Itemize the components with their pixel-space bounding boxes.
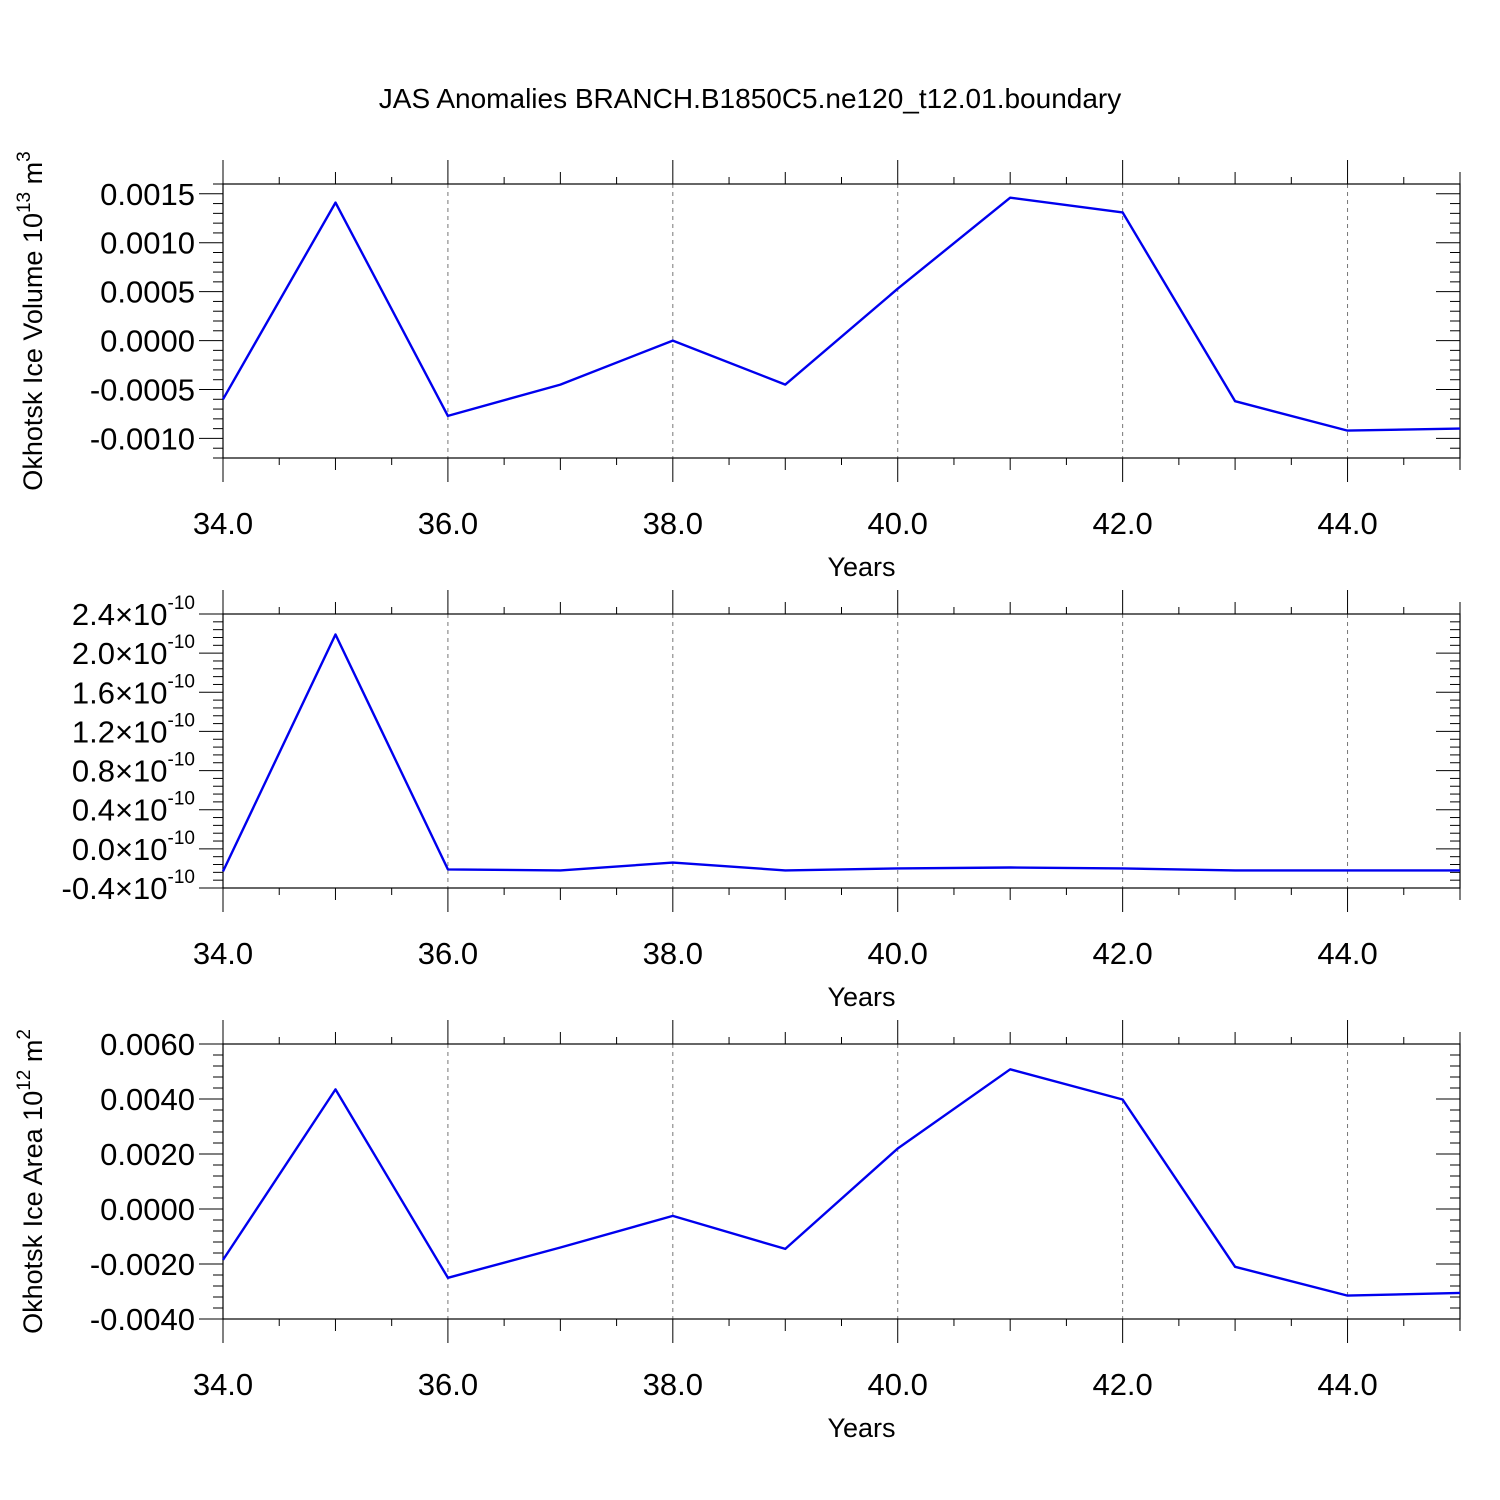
y-tick-label: 0.4×10-10 — [72, 789, 195, 828]
x-tick-label: 36.0 — [418, 1367, 478, 1402]
panel-ice-area: 34.0 36.0 38.0 40.0 42.0 44.0 -0.0040 -0.0020 0.… — [14, 1020, 1461, 1443]
plot-frame — [222, 183, 1461, 459]
y-tick-label: 0.0010 — [100, 226, 195, 261]
x-tick-label: 40.0 — [868, 506, 928, 541]
x-tick-label: 34.0 — [193, 936, 253, 971]
series-line — [221, 196, 1461, 432]
y-axis-title: Okhotsk Ice Volume 1013 m3 — [14, 151, 48, 490]
y-tick-label: 0.0020 — [100, 1137, 195, 1172]
y-axis-title: Okhotsk Ice Area 1012 m2 — [14, 1029, 48, 1334]
y-tick-label: -0.0005 — [90, 373, 195, 408]
y-tick-label: 0.0000 — [100, 324, 195, 359]
y-tick-label: -0.0020 — [90, 1247, 195, 1282]
x-axis-title: Years — [827, 982, 895, 1012]
x-tick-label: 40.0 — [868, 1367, 928, 1402]
series-line — [221, 1068, 1461, 1297]
y-tick-label: 0.0005 — [100, 275, 195, 310]
y-tick-label: 0.0×10-10 — [72, 828, 195, 867]
y-tick-label: 0.0015 — [100, 177, 195, 212]
x-tick-label: 38.0 — [643, 1367, 703, 1402]
x-tick-label: 44.0 — [1317, 936, 1377, 971]
panel-snow-volume: 34.0 36.0 38.0 40.0 42.0 44.0 -0.4×10-100.0×10… — [62, 590, 1461, 1012]
x-tick-label: 44.0 — [1317, 506, 1377, 541]
x-tick-label: 34.0 — [193, 1367, 253, 1402]
plot-frame — [222, 613, 1461, 889]
y-tick-label: 1.6×10-10 — [72, 671, 195, 710]
x-axis-title: Years — [827, 1413, 895, 1443]
series-line — [221, 633, 1460, 872]
y-tick-label: 2.0×10-10 — [72, 632, 195, 671]
y-tick-label: 1.2×10-10 — [72, 710, 195, 749]
y-tick-label: -0.0010 — [90, 421, 195, 456]
x-tick-label: 36.0 — [418, 506, 478, 541]
x-axis-title: Years — [827, 552, 895, 582]
x-tick-label: 34.0 — [193, 506, 253, 541]
x-tick-label: 42.0 — [1092, 506, 1152, 541]
x-tick-label: 36.0 — [418, 936, 478, 971]
y-tick-label: 0.0040 — [100, 1082, 195, 1117]
y-tick-label: -0.4×10-10 — [62, 867, 195, 906]
panel-ice-volume: 34.0 36.0 38.0 40.0 42.0 44.0 -0.0010 -0.0005 0.… — [14, 151, 1461, 582]
y-tick-label: 0.0060 — [100, 1027, 195, 1062]
x-tick-label: 42.0 — [1092, 1367, 1152, 1402]
figure-title: JAS Anomalies BRANCH.B1850C5.ne120_t12.0… — [379, 83, 1121, 114]
x-tick-label: 42.0 — [1092, 936, 1152, 971]
x-tick-label: 44.0 — [1317, 1367, 1377, 1402]
y-tick-label: 0.0000 — [100, 1192, 195, 1227]
x-tick-label: 38.0 — [643, 506, 703, 541]
x-tick-label: 40.0 — [868, 936, 928, 971]
y-tick-label: 0.8×10-10 — [72, 750, 195, 789]
x-tick-label: 38.0 — [643, 936, 703, 971]
y-tick-label: -0.0040 — [90, 1302, 195, 1337]
y-tick-label: 2.4×10-10 — [72, 593, 195, 632]
